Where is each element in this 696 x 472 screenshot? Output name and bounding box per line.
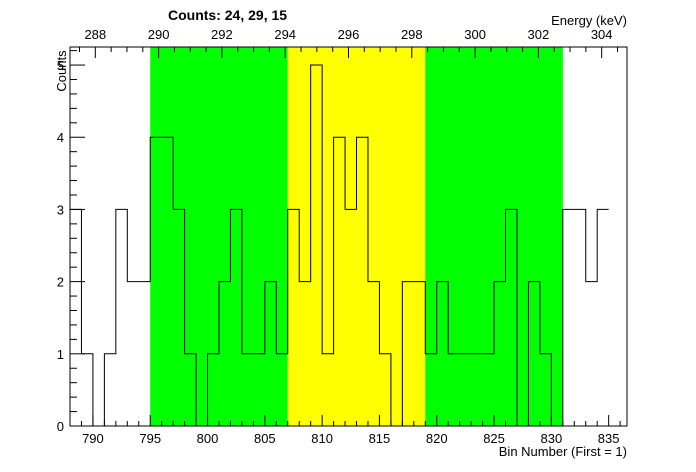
histogram-bin — [597, 209, 608, 426]
x-tick-label: 790 — [82, 431, 104, 446]
x2-tick-label: 304 — [591, 27, 613, 42]
y-tick-label: 4 — [57, 130, 64, 145]
histogram-bin — [127, 282, 138, 426]
y-tick-label: 0 — [57, 419, 64, 434]
x2-tick-label: 288 — [84, 27, 106, 42]
histogram-bin — [81, 354, 92, 426]
x2-tick-label: 298 — [401, 27, 423, 42]
histogram-bin — [563, 209, 574, 426]
x-tick-label: 815 — [369, 431, 391, 446]
region-band-1 — [150, 47, 288, 426]
y-tick-label: 1 — [57, 347, 64, 362]
x-tick-label: 810 — [311, 431, 333, 446]
x-tick-label: 795 — [139, 431, 161, 446]
x2-tick-label: 290 — [148, 27, 170, 42]
region-band-2 — [287, 47, 426, 426]
x-axis-label: Bin Number (First = 1) — [499, 444, 627, 459]
top-axis-label: Energy (keV) — [551, 13, 627, 28]
y-tick-label: 5 — [57, 58, 64, 73]
histogram-bin — [586, 282, 597, 426]
chart-title: Counts: 24, 29, 15 — [168, 7, 287, 23]
histogram-bin — [116, 209, 127, 426]
histogram-bin — [104, 354, 115, 426]
x-tick-label: 830 — [541, 431, 563, 446]
x2-tick-label: 292 — [211, 27, 233, 42]
x2-tick-label: 296 — [338, 27, 360, 42]
histogram-bin — [70, 209, 81, 426]
histogram-bin — [139, 282, 150, 426]
top-axis-ticks: 288 290 292 294 296 298 300 302 304 — [78, 27, 619, 58]
x-tick-label: 825 — [483, 431, 505, 446]
x-axis-ticks: 790 795 800 805 810 815 820 825 830 835 — [69, 415, 621, 446]
x-tick-label: 820 — [426, 431, 448, 446]
y-axis-ticks: 0 1 2 3 4 5 — [57, 50, 85, 434]
histogram-series — [70, 64, 609, 427]
region-band-3 — [425, 47, 563, 426]
y-tick-label: 2 — [57, 275, 64, 290]
x2-tick-label: 302 — [528, 27, 550, 42]
x2-tick-label: 294 — [274, 27, 296, 42]
histogram-line — [70, 64, 609, 427]
x-tick-label: 800 — [197, 431, 219, 446]
x2-tick-label: 300 — [464, 27, 486, 42]
x-tick-label: 805 — [254, 431, 276, 446]
x-tick-label: 835 — [598, 431, 620, 446]
region-bands — [150, 47, 563, 426]
histogram-bin — [574, 209, 585, 426]
y-axis-label: Counts — [54, 50, 69, 92]
y-tick-label: 3 — [57, 202, 64, 217]
